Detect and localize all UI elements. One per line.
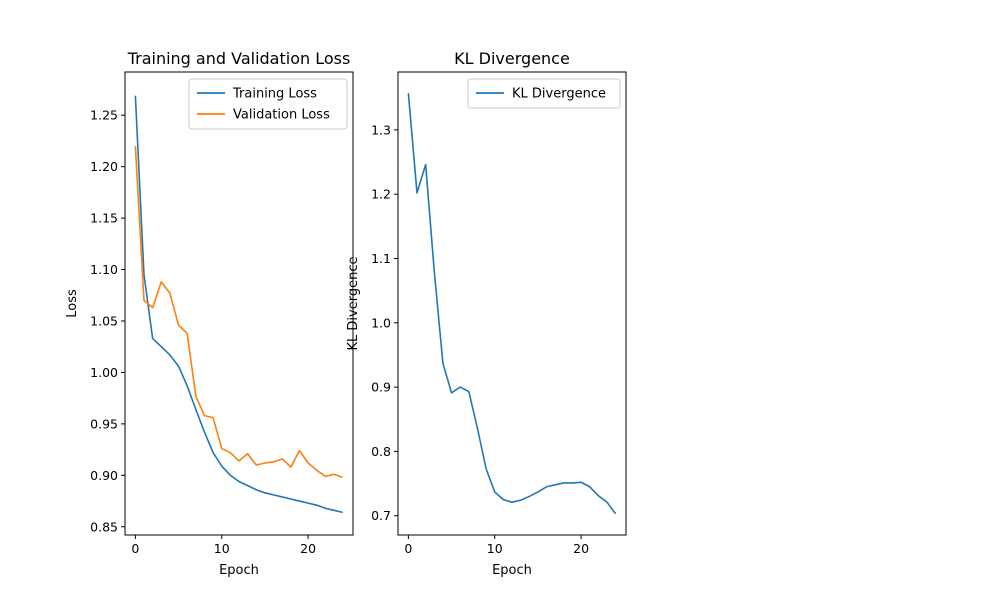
- kl-y-axis-label: KL Divergence: [346, 257, 361, 351]
- kl-axes-frame: [397, 71, 627, 536]
- kl-x-axis-label: Epoch: [492, 563, 532, 578]
- kl-series-line-0: [407, 93, 617, 515]
- loss-y-tick-label: 1.15: [90, 211, 118, 226]
- kl-y-tick-label: 0.9: [371, 380, 391, 395]
- kl-legend-box: [467, 78, 621, 109]
- kl-x-tick-label: 10: [487, 541, 503, 556]
- kl-subplot: 0 10 20 0.7 0.8 0.9 1.0 1.1 1.2 1.3 KL Divergence…: [346, 49, 627, 578]
- kl-y-tick-label: 1.1: [371, 251, 391, 266]
- loss-legend-label-1: Validation Loss: [233, 108, 330, 123]
- loss-legend: Training Loss Validation Loss: [188, 78, 348, 130]
- loss-y-tick-label: 1.05: [90, 313, 118, 328]
- kl-x-tick-label: 0: [404, 541, 412, 556]
- loss-series-layer: [134, 95, 343, 514]
- loss-series-line-0: [134, 95, 343, 514]
- loss-y-tick-label: 1.10: [90, 262, 118, 277]
- loss-y-axis-label: Loss: [65, 289, 80, 318]
- loss-axes-frame: [124, 71, 354, 536]
- kl-chart-title: KL Divergence: [454, 49, 570, 68]
- kl-legend-label-0: KL Divergence: [512, 87, 606, 102]
- kl-y-tick-label: 1.3: [371, 122, 391, 137]
- kl-x-tick-label: 20: [573, 541, 589, 556]
- loss-y-tick-label: 1.20: [90, 159, 118, 174]
- loss-x-tick-label: 10: [214, 541, 230, 556]
- loss-series-line-1: [134, 146, 343, 479]
- loss-y-tick-label: 0.95: [90, 416, 118, 431]
- loss-subplot: 0 10 20 0.85 0.90 0.95 1.00 1.05 1.10 1.15 1.20 1.2…: [65, 49, 354, 578]
- kl-legend-entries: KL Divergence: [476, 87, 606, 102]
- loss-ticks: 0 10 20 0.85 0.90 0.95 1.00 1.05 1.10 1.15 1.20 1.2…: [90, 108, 316, 556]
- kl-series-layer: [407, 93, 617, 515]
- loss-x-axis-label: Epoch: [219, 563, 259, 578]
- kl-legend: KL Divergence: [467, 78, 621, 109]
- loss-x-tick-label: 20: [300, 541, 316, 556]
- loss-legend-label-0: Training Loss: [232, 87, 317, 102]
- kl-ticks: 0 10 20 0.7 0.8 0.9 1.0 1.1 1.2 1.3: [371, 122, 589, 556]
- loss-y-tick-label: 1.00: [90, 365, 118, 380]
- loss-chart-title: Training and Validation Loss: [127, 49, 351, 68]
- loss-legend-entries: Training Loss Validation Loss: [197, 87, 330, 123]
- kl-y-tick-label: 0.8: [371, 444, 391, 459]
- loss-y-tick-label: 1.25: [90, 108, 118, 123]
- kl-y-tick-label: 0.7: [371, 508, 391, 523]
- loss-x-tick-label: 0: [131, 541, 139, 556]
- loss-legend-box: [188, 78, 348, 130]
- loss-y-tick-label: 0.90: [90, 468, 118, 483]
- loss-y-tick-label: 0.85: [90, 519, 118, 534]
- kl-y-tick-label: 1.2: [371, 187, 391, 202]
- kl-y-tick-label: 1.0: [371, 315, 391, 330]
